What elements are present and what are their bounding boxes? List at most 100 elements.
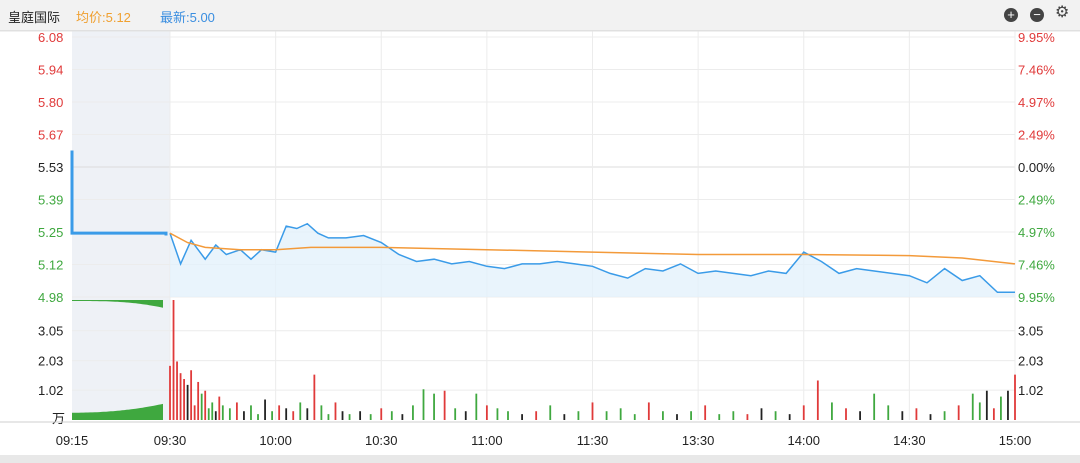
volume-bar: [433, 393, 435, 420]
volume-bar: [788, 414, 791, 420]
volume-bar: [816, 380, 819, 420]
volume-bar: [845, 408, 847, 420]
volume-bar: [676, 414, 678, 420]
volume-bar: [380, 408, 383, 420]
volume-bar: [183, 379, 185, 420]
volume-bar: [549, 405, 552, 420]
volume-tick-label: 2.03: [1018, 354, 1043, 369]
volume-bar: [306, 408, 309, 420]
volume-bar: [563, 414, 566, 420]
volume-bar: [257, 414, 259, 420]
price-tick-label: 5.12: [38, 258, 63, 273]
volume-bar: [250, 405, 252, 420]
volume-bar: [235, 402, 238, 420]
volume-bar: [619, 408, 622, 420]
volume-tick-label: 1.02: [1018, 383, 1043, 398]
volume-bar: [521, 414, 523, 420]
percent-tick-label: 4.97%: [1018, 225, 1055, 240]
volume-bar: [971, 393, 974, 420]
volume-bar: [992, 408, 995, 420]
volume-bar: [422, 389, 425, 420]
volume-bar: [901, 411, 904, 420]
preopen-depth-area: [72, 300, 163, 308]
average-price-label: 均价:5.12: [76, 10, 131, 25]
volume-bar: [943, 411, 946, 420]
volume-bar: [320, 405, 323, 420]
price-line: [169, 222, 1015, 294]
time-tick-label: 13:30: [682, 433, 715, 448]
price-tick-label: 5.39: [38, 193, 63, 208]
volume-bar: [327, 414, 330, 420]
volume-bar: [662, 411, 664, 420]
preopen-area: [72, 31, 170, 420]
volume-bar: [401, 414, 404, 420]
percent-tick-label: 7.46%: [1018, 63, 1055, 78]
price-tick-label: 4.98: [38, 290, 63, 305]
volume-bar: [264, 399, 266, 420]
volume-bar: [412, 405, 414, 420]
volume-bar: [214, 411, 217, 420]
volume-bar: [348, 414, 351, 420]
volume-bar: [1007, 390, 1009, 420]
volume-bar: [285, 408, 288, 420]
percent-tick-label: 4.97%: [1018, 95, 1055, 110]
volume-bar: [190, 370, 193, 420]
volume-bar: [746, 414, 749, 420]
volume-bar: [193, 405, 196, 420]
zoom-out-icon[interactable]: −: [1030, 8, 1044, 22]
volume-bar: [271, 411, 274, 420]
volume-bar: [591, 402, 594, 420]
volume-tick-label: 3.05: [38, 324, 63, 339]
percent-tick-label: 2.49%: [1018, 193, 1055, 208]
volume-bar: [169, 365, 171, 420]
time-tick-label: 11:00: [471, 433, 503, 448]
volume-bar: [690, 411, 692, 420]
gear-icon[interactable]: ⚙: [1055, 4, 1070, 21]
volume-bar: [464, 411, 467, 420]
volume-bar: [496, 408, 499, 420]
time-tick-label: 14:00: [787, 433, 820, 448]
volume-bar: [704, 405, 707, 420]
volume-bar: [172, 300, 175, 420]
volume-bar: [957, 405, 960, 420]
volume-bar: [313, 374, 316, 420]
volume-unit-label: 万: [52, 411, 65, 426]
volume-bar: [454, 408, 457, 420]
volume-bar: [647, 402, 650, 420]
volume-bar: [507, 411, 509, 420]
stock-name: 皇庭国际: [8, 10, 61, 25]
volume-bar: [243, 411, 245, 420]
time-tick-label: 09:30: [154, 433, 187, 448]
volume-bar: [443, 390, 446, 420]
latest-price-label: 最新:5.00: [160, 10, 215, 25]
preopen-volume-area: [72, 403, 163, 420]
time-tick-label: 09:15: [56, 433, 89, 448]
volume-bar: [218, 396, 221, 420]
volume-bar: [179, 373, 182, 420]
volume-bar: [1014, 374, 1016, 420]
volume-bar: [334, 402, 337, 420]
volume-bar: [732, 411, 735, 420]
volume-bar: [299, 402, 302, 420]
volume-bar: [929, 414, 932, 420]
volume-bar: [774, 411, 777, 420]
volume-bar: [831, 402, 833, 420]
percent-tick-label: 7.46%: [1018, 258, 1055, 273]
volume-tick-label: 2.03: [38, 354, 63, 369]
volume-bar: [633, 414, 636, 420]
zoom-in-icon[interactable]: +: [1004, 8, 1018, 22]
price-tick-label: 5.67: [38, 128, 63, 143]
volume-bar: [1000, 396, 1002, 420]
volume-bar: [760, 408, 763, 420]
preopen-price-line: [70, 150, 168, 236]
volume-bar: [197, 381, 200, 420]
time-tick-label: 10:30: [365, 433, 398, 448]
volume-bar: [978, 402, 981, 420]
volume-bar: [718, 414, 721, 420]
volume-bar: [204, 390, 207, 420]
volume-bar: [221, 405, 224, 420]
volume-bar: [485, 405, 488, 420]
volume-bar: [577, 411, 580, 420]
volume-bar: [211, 402, 214, 420]
volume-tick-label: 3.05: [1018, 324, 1043, 339]
